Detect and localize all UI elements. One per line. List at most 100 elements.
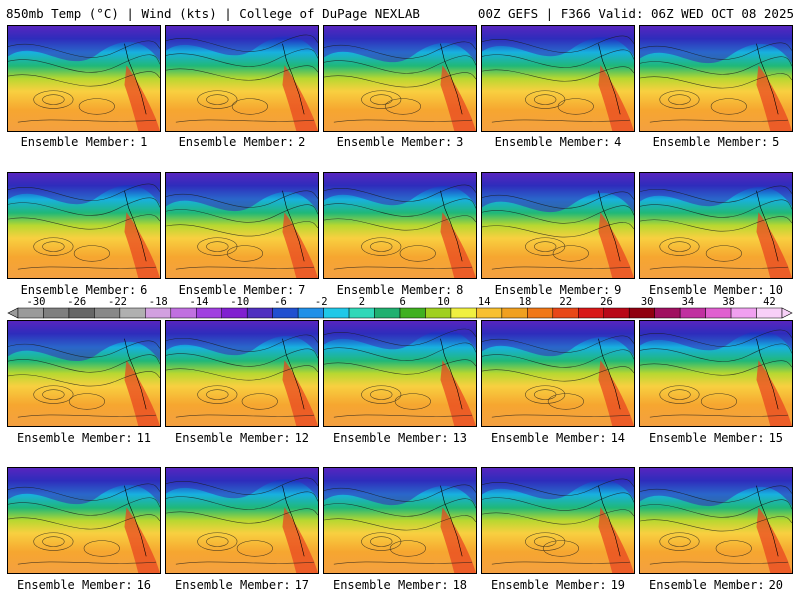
colorbar-tick: 2 xyxy=(358,296,366,308)
member-label-prefix: Ensemble Member: xyxy=(20,283,137,297)
member-label: Ensemble Member: 7 xyxy=(163,283,321,297)
colorbar-tick: 34 xyxy=(681,296,695,308)
ensemble-member-map xyxy=(323,25,477,132)
member-label-prefix: Ensemble Member: xyxy=(336,135,453,149)
member-label: Ensemble Member: 18 xyxy=(321,578,479,592)
temperature-colorbar xyxy=(0,307,800,319)
colorbar-swatch xyxy=(756,307,783,319)
member-label: Ensemble Member: 9 xyxy=(479,283,637,297)
member-label-prefix: Ensemble Member: xyxy=(648,578,765,592)
member-label-prefix: Ensemble Member: xyxy=(16,431,133,445)
member-number: 6 xyxy=(140,283,148,297)
colorbar-swatch xyxy=(552,307,579,319)
member-number: 13 xyxy=(452,431,468,445)
member-label: Ensemble Member: 20 xyxy=(637,578,795,592)
colorbar-tick: -2 xyxy=(314,296,328,308)
colorbar-tick: 26 xyxy=(600,296,613,308)
colorbar-tick: -14 xyxy=(189,296,209,308)
member-label-prefix: Ensemble Member: xyxy=(178,283,295,297)
member-label: Ensemble Member: 17 xyxy=(163,578,321,592)
colorbar-swatch xyxy=(145,307,172,319)
member-label-prefix: Ensemble Member: xyxy=(174,578,291,592)
member-label-prefix: Ensemble Member: xyxy=(16,578,133,592)
member-label: Ensemble Member: 2 xyxy=(163,135,321,149)
colorbar-swatch xyxy=(654,307,681,319)
ensemble-member-map xyxy=(639,320,793,427)
colorbar-swatch xyxy=(578,307,604,319)
colorbar-swatch xyxy=(628,307,655,319)
member-label: Ensemble Member: 5 xyxy=(637,135,795,149)
ensemble-member-map xyxy=(165,25,319,132)
colorbar-swatch xyxy=(425,307,452,319)
colorbar-swatch xyxy=(679,307,706,319)
colorbar-swatch xyxy=(348,307,375,319)
member-label: Ensemble Member: 19 xyxy=(479,578,637,592)
member-number: 5 xyxy=(772,135,780,149)
member-label: Ensemble Member: 1 xyxy=(5,135,163,149)
member-number: 20 xyxy=(768,578,784,592)
colorbar-min-arrow xyxy=(7,307,19,319)
colorbar-tick: 42 xyxy=(763,296,776,308)
ensemble-member-map xyxy=(7,172,161,279)
member-number: 4 xyxy=(614,135,622,149)
ensemble-member-map xyxy=(7,25,161,132)
member-number: 2 xyxy=(298,135,306,149)
member-label-prefix: Ensemble Member: xyxy=(332,431,449,445)
colorbar-swatch xyxy=(221,307,248,319)
colorbar-tick: 30 xyxy=(640,296,654,308)
member-label-prefix: Ensemble Member: xyxy=(648,283,765,297)
colorbar-swatch xyxy=(119,307,146,319)
ensemble-member-map xyxy=(481,320,635,427)
colorbar-swatch xyxy=(196,307,222,319)
colorbar-tick: 6 xyxy=(399,296,406,308)
ensemble-member-map xyxy=(481,467,635,574)
colorbar-max-arrow xyxy=(781,307,793,319)
member-label-prefix: Ensemble Member: xyxy=(494,283,611,297)
ensemble-member-map xyxy=(639,25,793,132)
member-label-prefix: Ensemble Member: xyxy=(652,135,769,149)
member-number: 18 xyxy=(452,578,468,592)
ensemble-member-map xyxy=(323,467,477,574)
colorbar-tick: -30 xyxy=(26,296,46,308)
colorbar-swatch xyxy=(399,307,426,319)
member-number: 12 xyxy=(294,431,310,445)
member-label: Ensemble Member: 10 xyxy=(637,283,795,297)
ensemble-member-map xyxy=(639,467,793,574)
member-label: Ensemble Member: 16 xyxy=(5,578,163,592)
member-label: Ensemble Member: 8 xyxy=(321,283,479,297)
member-label-prefix: Ensemble Member: xyxy=(490,431,607,445)
member-label: Ensemble Member: 15 xyxy=(637,431,795,445)
colorbar-swatch xyxy=(476,307,503,319)
colorbar-tick: -22 xyxy=(108,296,127,308)
colorbar-swatch xyxy=(450,307,477,319)
colorbar-swatch xyxy=(730,307,757,319)
member-label: Ensemble Member: 6 xyxy=(5,283,163,297)
member-number: 19 xyxy=(610,578,626,592)
colorbar-swatch xyxy=(68,307,95,319)
colorbar-swatch xyxy=(43,307,70,319)
ensemble-member-map xyxy=(7,320,161,427)
member-label-prefix: Ensemble Member: xyxy=(494,135,611,149)
member-label-prefix: Ensemble Member: xyxy=(20,135,137,149)
member-label-prefix: Ensemble Member: xyxy=(648,431,765,445)
member-label-prefix: Ensemble Member: xyxy=(178,135,295,149)
colorbar-swatch xyxy=(603,307,630,319)
colorbar-tick: -6 xyxy=(274,296,287,308)
member-number: 16 xyxy=(136,578,152,592)
ensemble-member-map xyxy=(165,320,319,427)
member-label: Ensemble Member: 4 xyxy=(479,135,637,149)
colorbar-swatch xyxy=(170,307,197,319)
member-label-prefix: Ensemble Member: xyxy=(332,578,449,592)
member-number: 9 xyxy=(614,283,622,297)
colorbar-swatch xyxy=(272,307,299,319)
colorbar-swatch xyxy=(246,307,273,319)
colorbar-tick: 22 xyxy=(559,296,573,308)
member-label: Ensemble Member: 3 xyxy=(321,135,479,149)
run-valid-time: 00Z GEFS | F366 Valid: 06Z WED OCT 08 20… xyxy=(477,6,794,21)
colorbar-tick: 18 xyxy=(518,296,532,308)
member-label-prefix: Ensemble Member: xyxy=(174,431,291,445)
member-number: 10 xyxy=(768,283,784,297)
ensemble-member-map xyxy=(165,467,319,574)
colorbar-swatch xyxy=(323,307,350,319)
member-number: 8 xyxy=(456,283,464,297)
